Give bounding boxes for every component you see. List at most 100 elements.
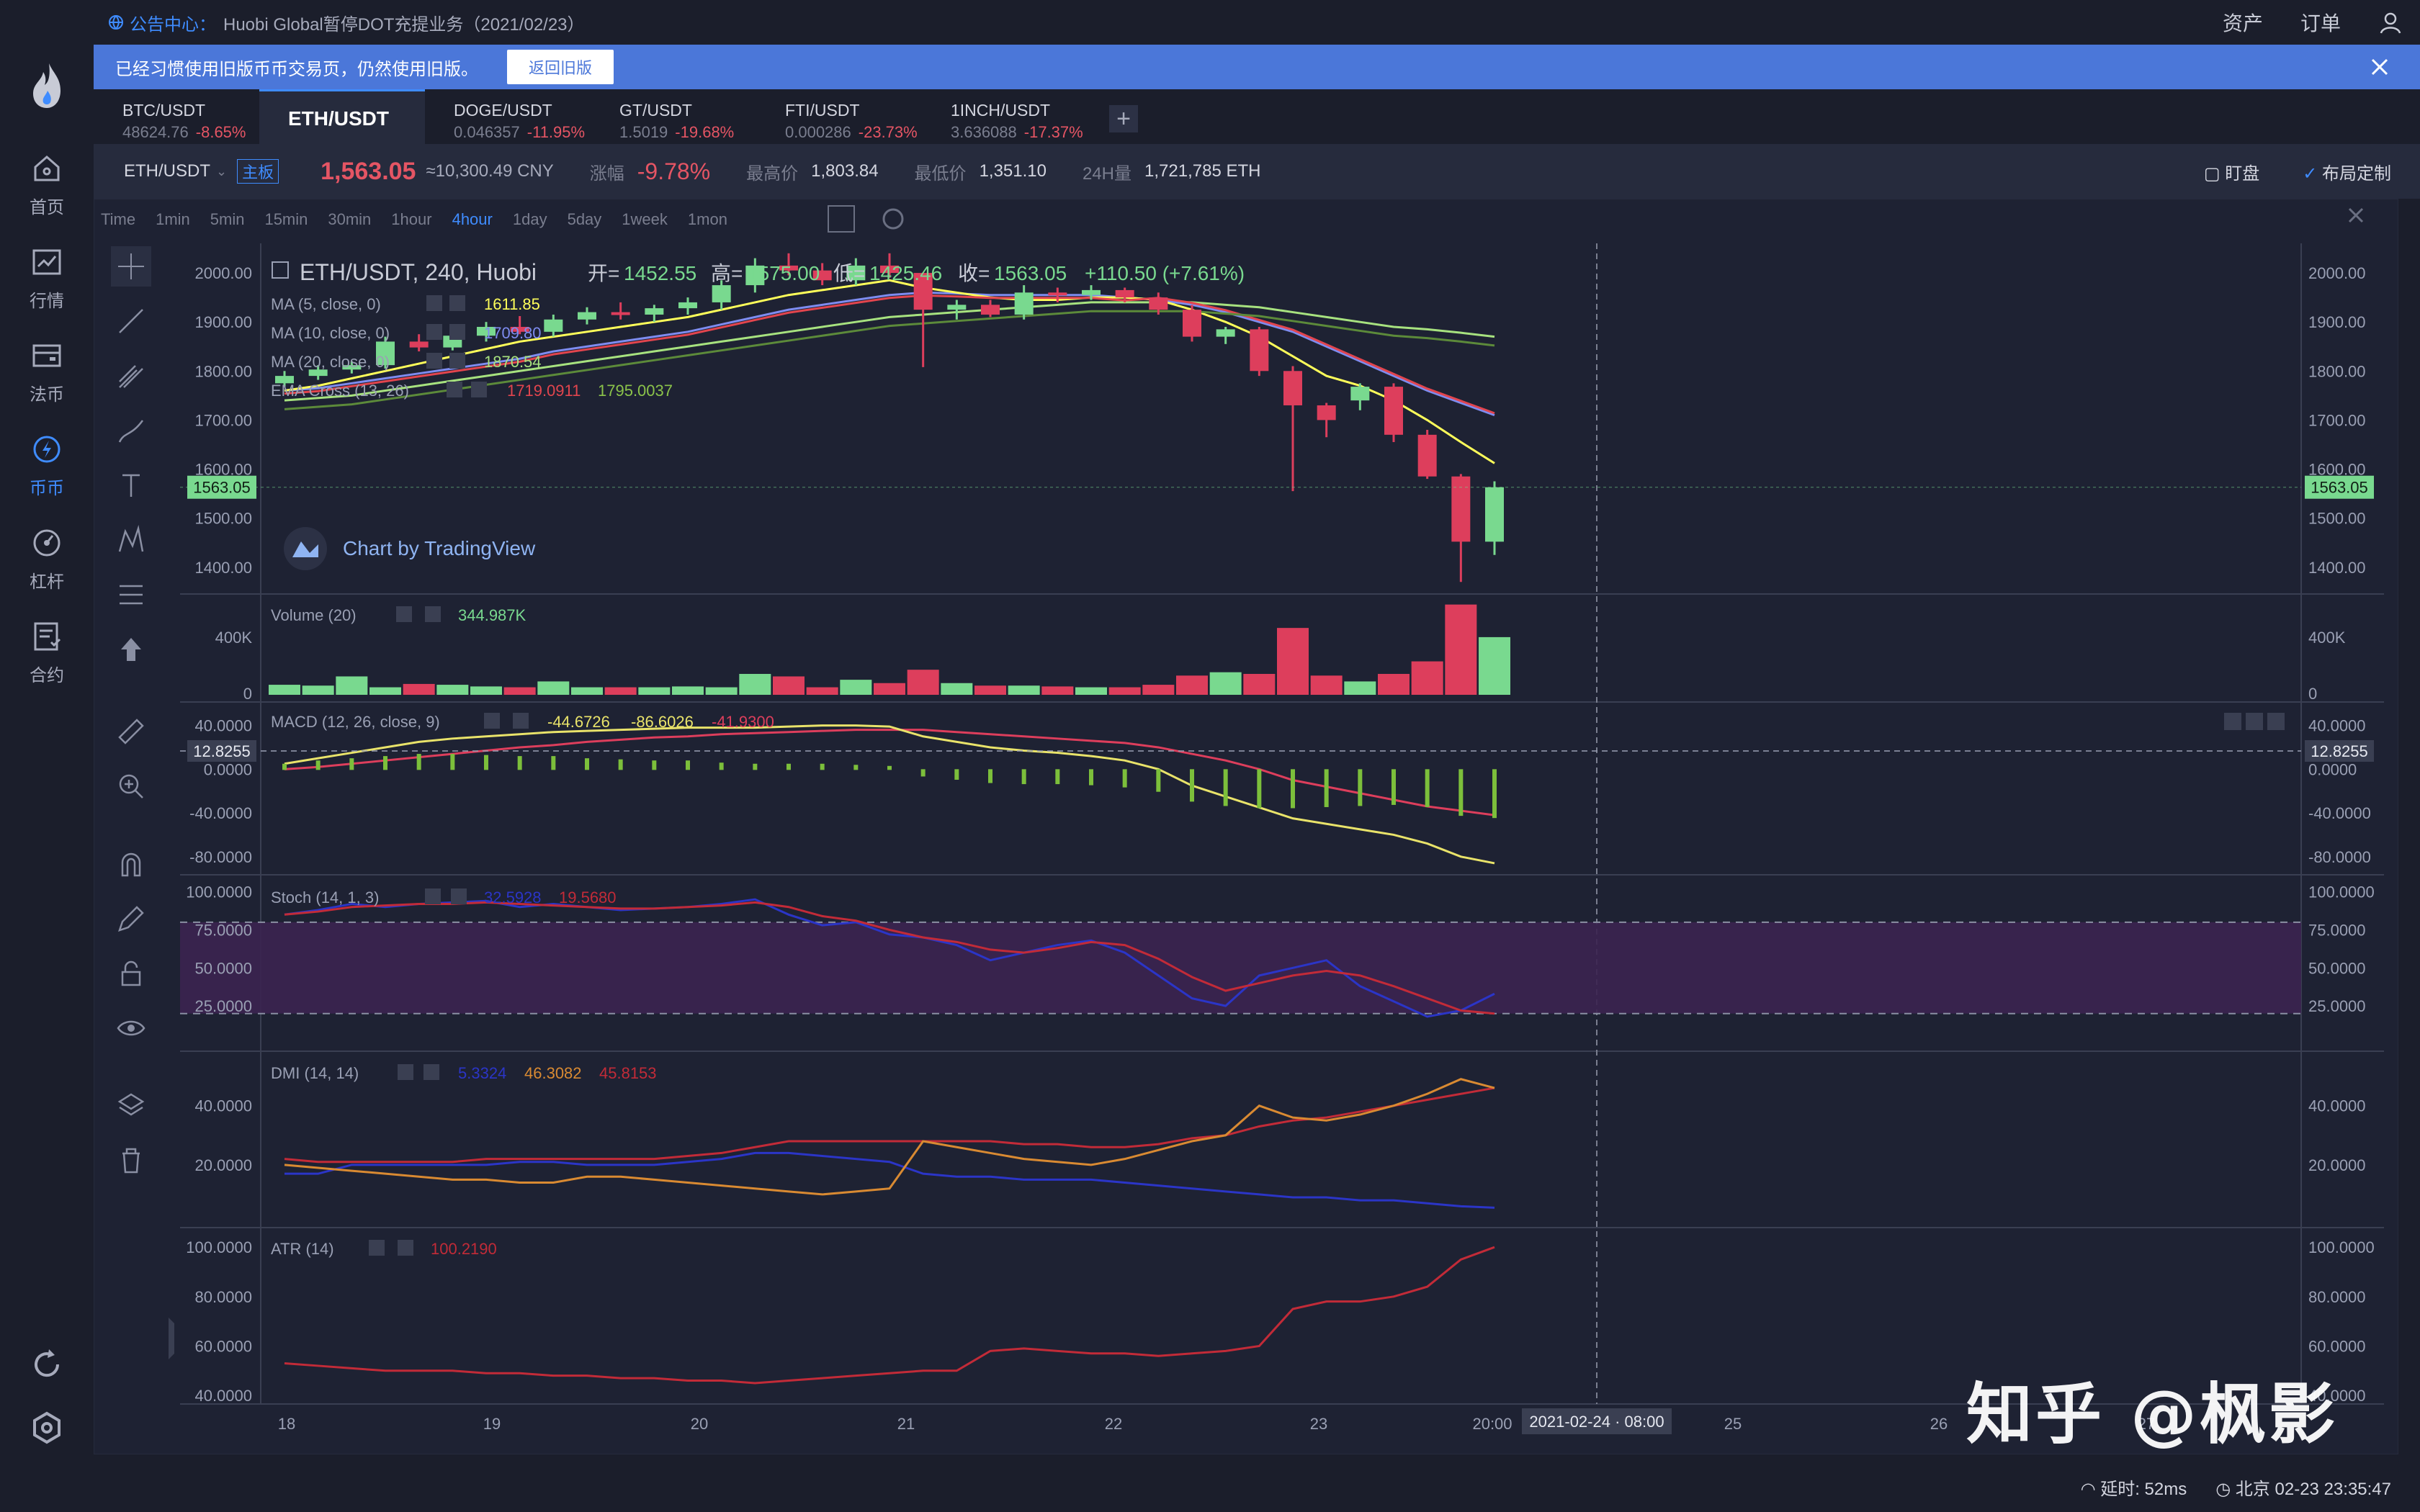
clock-icon: ◷ bbox=[2215, 1479, 2236, 1499]
text-icon bbox=[122, 474, 140, 497]
pattern-tool[interactable] bbox=[111, 520, 151, 560]
indicator-remove-icon[interactable] bbox=[471, 382, 487, 397]
indicator-settings-icon[interactable] bbox=[484, 713, 500, 729]
chart-settings-icon[interactable] bbox=[882, 208, 904, 230]
pitchfork-tool[interactable] bbox=[111, 356, 151, 396]
tab-doge-usdt[interactable]: DOGE/USDT 0.046357 -11.95% bbox=[425, 89, 591, 144]
interval-time[interactable]: Time bbox=[101, 210, 136, 228]
announcement-text[interactable]: Huobi Global暂停DOT充提业务（2021/02/23） bbox=[223, 14, 585, 35]
huobi-logo-icon[interactable] bbox=[29, 62, 65, 109]
indicator-remove-icon[interactable] bbox=[451, 888, 467, 904]
indicator-remove-icon[interactable] bbox=[449, 324, 465, 340]
layout-custom-button[interactable]: ✓ 布局定制 bbox=[2303, 159, 2391, 184]
wifi-icon: ◠ bbox=[2080, 1479, 2101, 1499]
tab-price: 3.636088 bbox=[951, 123, 1017, 141]
fullscreen-icon[interactable] bbox=[2348, 207, 2364, 223]
pane-control-icon[interactable] bbox=[2246, 713, 2263, 730]
orders-link[interactable]: 订单 bbox=[2300, 12, 2341, 35]
indicator-remove-icon[interactable] bbox=[513, 713, 529, 729]
indicator-settings-icon[interactable] bbox=[425, 888, 441, 904]
lock-drawing-tool[interactable] bbox=[111, 899, 151, 939]
measure-tool[interactable] bbox=[111, 711, 151, 752]
indicator-settings-icon[interactable] bbox=[398, 1064, 413, 1080]
pencil-lock-icon bbox=[118, 906, 144, 932]
macd-tick: -80.0000 bbox=[2308, 848, 2371, 866]
top-bar: 公告中心： Huobi Global暂停DOT充提业务（2021/02/23） … bbox=[94, 0, 2420, 45]
indicator-remove-icon[interactable] bbox=[425, 606, 441, 622]
tab-btc-usdt[interactable]: BTC/USDT 48624.76 -8.65% bbox=[94, 89, 259, 144]
macd-histogram-bar bbox=[416, 754, 421, 770]
user-icon[interactable] bbox=[2378, 10, 2403, 35]
volume-bar bbox=[874, 683, 905, 695]
trendline-tool[interactable] bbox=[111, 301, 151, 341]
indicator-settings-icon[interactable] bbox=[369, 1240, 385, 1256]
indicator-settings-icon[interactable] bbox=[447, 382, 462, 397]
sidebar-item-margin[interactable]: 杠杆 bbox=[0, 526, 94, 605]
indicator-settings-icon[interactable] bbox=[426, 324, 442, 340]
text-tool[interactable] bbox=[111, 465, 151, 505]
tab-eth-usdt[interactable]: ETH/USDT bbox=[259, 89, 425, 144]
zoom-tool[interactable] bbox=[111, 766, 151, 806]
crosshair-tool[interactable] bbox=[111, 246, 151, 287]
tab-1inch-usdt[interactable]: 1INCH/USDT 3.636088 -17.37% bbox=[922, 89, 1088, 144]
return-old-version-button[interactable]: 返回旧版 bbox=[507, 50, 614, 84]
assets-link[interactable]: 资产 bbox=[2222, 12, 2263, 35]
watch-button[interactable]: ▢ 盯盘 bbox=[2204, 159, 2259, 184]
pane-control-icon[interactable] bbox=[2267, 713, 2285, 730]
arrow-tool[interactable] bbox=[111, 629, 151, 670]
delete-tool[interactable] bbox=[111, 1140, 151, 1181]
sidebar-item-home[interactable]: 首页 bbox=[0, 151, 94, 230]
macd-histogram-bar bbox=[1425, 769, 1430, 807]
close-icon[interactable] bbox=[2367, 54, 2393, 80]
last-price: 1,563.05 bbox=[321, 157, 416, 185]
interval-15min[interactable]: 15min bbox=[264, 210, 308, 228]
indicator-settings-icon[interactable] bbox=[426, 353, 442, 369]
layers-tool[interactable] bbox=[111, 1086, 151, 1126]
indicator-button[interactable] bbox=[828, 205, 855, 233]
collapse-legend-icon[interactable] bbox=[272, 261, 289, 279]
add-tab-button[interactable]: + bbox=[1109, 105, 1138, 132]
sidebar-item-market[interactable]: 行情 bbox=[0, 245, 94, 324]
sidebar-item-exchange[interactable]: 币币 bbox=[0, 432, 94, 511]
tradingview-cloud-icon bbox=[292, 541, 318, 557]
interval-30min[interactable]: 30min bbox=[328, 210, 372, 228]
lock-tool[interactable] bbox=[111, 953, 151, 994]
indicator-settings-icon[interactable] bbox=[426, 295, 442, 311]
indicator-remove-icon[interactable] bbox=[449, 295, 465, 311]
interval-1min[interactable]: 1min bbox=[156, 210, 190, 228]
indicator-remove-icon[interactable] bbox=[398, 1240, 413, 1256]
interval-1day[interactable]: 1day bbox=[512, 210, 547, 228]
interval-1hour[interactable]: 1hour bbox=[391, 210, 432, 228]
indicator-remove-icon[interactable] bbox=[424, 1064, 439, 1080]
atr-tick: 40.0000 bbox=[2308, 1387, 2366, 1405]
refresh-icon[interactable] bbox=[29, 1346, 65, 1382]
brush-tool[interactable] bbox=[111, 410, 151, 451]
collapse-panel-icon[interactable] bbox=[169, 1318, 174, 1359]
magnet-icon bbox=[121, 852, 141, 877]
indicator-settings-icon[interactable] bbox=[396, 606, 412, 622]
indicator-remove-icon[interactable] bbox=[449, 353, 465, 369]
visibility-tool[interactable] bbox=[111, 1008, 151, 1048]
interval-5min[interactable]: 5min bbox=[210, 210, 245, 228]
atr-tick: 60.0000 bbox=[194, 1337, 252, 1355]
interval-5day[interactable]: 5day bbox=[567, 210, 602, 228]
chevron-down-icon[interactable]: ⌄ bbox=[216, 163, 228, 179]
margin-icon bbox=[33, 529, 60, 557]
interval-1week[interactable]: 1week bbox=[622, 210, 668, 228]
sidebar-item-contract[interactable]: 合约 bbox=[0, 619, 94, 698]
settings-icon[interactable] bbox=[29, 1410, 65, 1446]
symbol-selector[interactable]: ETH/USDT bbox=[124, 161, 210, 181]
fib-tool[interactable] bbox=[111, 575, 151, 615]
candle-body bbox=[409, 341, 429, 348]
tab-fti-usdt[interactable]: FTI/USDT 0.000286 -23.73% bbox=[756, 89, 922, 144]
tab-gt-usdt[interactable]: GT/USDT 1.5019 -19.68% bbox=[591, 89, 756, 144]
interval-1mon[interactable]: 1mon bbox=[687, 210, 727, 228]
interval-4hour[interactable]: 4hour bbox=[452, 210, 493, 228]
sidebar-item-fiat[interactable]: 法币 bbox=[0, 338, 94, 418]
pane-control-icon[interactable] bbox=[2224, 713, 2241, 730]
stoch-d-line bbox=[284, 901, 1495, 1015]
announcement[interactable]: 公告中心： Huobi Global暂停DOT充提业务（2021/02/23） bbox=[108, 10, 585, 35]
magnet-tool[interactable] bbox=[111, 844, 151, 884]
